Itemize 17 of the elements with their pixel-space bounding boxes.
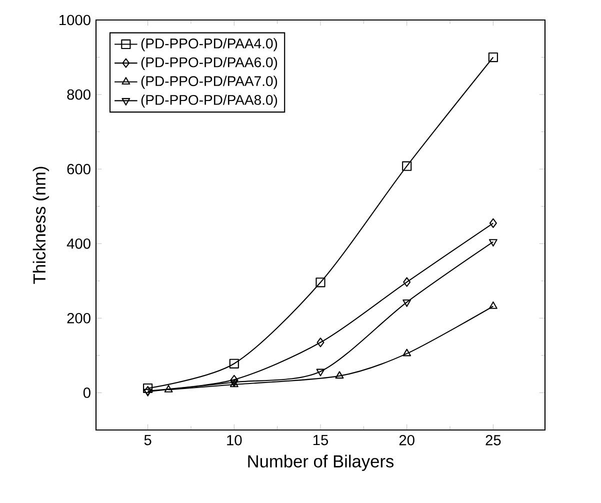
x-tick-label: 10 (227, 434, 242, 446)
legend-label: (PD-PPO-PD/PAA6.0) (141, 56, 278, 70)
x-tick-label: 15 (313, 434, 328, 446)
x-tick-label: 25 (486, 434, 501, 446)
y-tick-label: 800 (67, 89, 90, 100)
y-tick-label: 200 (67, 312, 90, 324)
y-tick-label: 400 (66, 238, 90, 249)
legend-label: (PD-PPO-PD/PAA4.0) (141, 38, 278, 52)
x-tick-label: 5 (144, 434, 152, 446)
x-axis-title: Number of Bilayers (248, 454, 394, 471)
y-tick-label: 1000 (60, 14, 90, 26)
y-tick-label: 0 (83, 388, 90, 398)
legend-label: (PD-PPO-PD/PAA8.0) (141, 94, 278, 108)
legend-label: (PD-PPO-PD/PAA7.0) (141, 76, 278, 89)
y-tick-label: 600 (67, 164, 90, 174)
y-axis-title: Thickness (nm) (32, 166, 49, 284)
x-tick-label: 20 (399, 434, 414, 446)
